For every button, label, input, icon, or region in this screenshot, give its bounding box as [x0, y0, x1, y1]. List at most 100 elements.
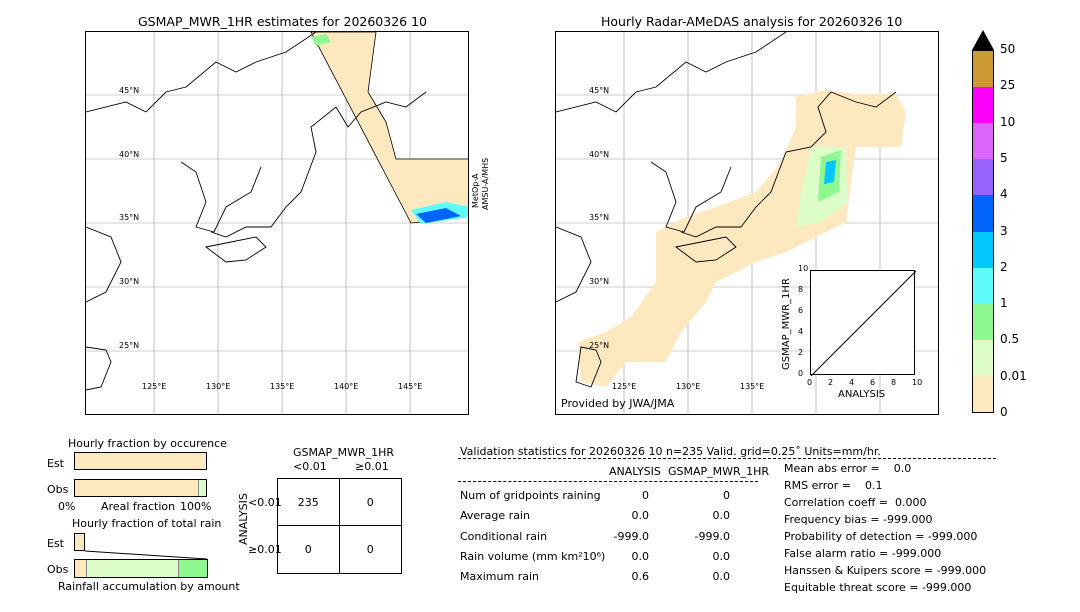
- cell: 0: [278, 526, 340, 573]
- stats-col-header: ANALYSIS: [609, 465, 661, 478]
- obs-rain-segment-2: [178, 560, 207, 577]
- colorbar-label: 4: [1000, 187, 1008, 202]
- stat-analysis: 0.0: [631, 549, 650, 563]
- colorbar: [972, 50, 994, 413]
- scatter-plot: [810, 270, 917, 377]
- colorbar-label: 0: [1000, 405, 1008, 419]
- lat-label: 35°N: [589, 213, 610, 222]
- cell: 0: [366, 543, 374, 556]
- occurrence-title: Hourly fraction by occurence: [68, 437, 227, 450]
- score-item: Equitable threat score = -999.000: [784, 581, 972, 594]
- lon-label: 130°E: [206, 382, 231, 391]
- colorbar-segment: [973, 159, 993, 196]
- scatter-y-tick: 6: [798, 306, 804, 315]
- scatter-x-tick: 6: [870, 378, 876, 387]
- obs-rain-bar: [74, 559, 208, 578]
- stat-label: Num of gridpoints raining: [460, 489, 601, 502]
- lat-label: 30°N: [119, 277, 140, 286]
- stat-analysis: 0: [642, 489, 649, 502]
- lat-label: 25°N: [119, 341, 140, 350]
- colorbar-segment: [973, 267, 993, 304]
- scatter-xlabel: ANALYSIS: [838, 389, 886, 400]
- stat-label: Average rain: [460, 509, 530, 523]
- score-item: Correlation coeff = 0.000: [784, 496, 927, 509]
- stat-gsmap: -999.0: [694, 529, 730, 543]
- left-map: [85, 31, 469, 415]
- stats-header: Validation statistics for 20260326 10 n=…: [460, 445, 881, 458]
- obs-segment-1: [199, 480, 206, 496]
- obs-rain-segment-0: [75, 560, 87, 577]
- scatter-y-tick: 10: [798, 264, 809, 273]
- score-item: Hanssen & Kuipers score = -999.000: [784, 564, 987, 577]
- cell-hit: 235: [278, 479, 340, 526]
- stat-label: Maximum rain: [460, 570, 539, 584]
- right-map-title: Hourly Radar-AMeDAS analysis for 2026032…: [601, 14, 903, 29]
- lat-label: 25°N: [589, 341, 610, 350]
- score-item: Probability of detection = -999.000: [784, 530, 978, 543]
- colorbar-label: 5: [1000, 150, 1008, 165]
- contingency-table: 235 0 0 0: [277, 478, 402, 574]
- gridlines: [86, 32, 468, 414]
- left-map-canvas: [86, 32, 468, 414]
- colorbar-label: 0.5: [1000, 332, 1020, 347]
- scatter-y-tick: 2: [798, 348, 804, 357]
- scatter-x-tick: 4: [849, 378, 855, 387]
- rain-top: [311, 34, 331, 46]
- colorbar-segment: [973, 339, 993, 376]
- occurrence-xlabel: Areal fraction: [101, 500, 176, 513]
- stat-analysis: 0.6: [631, 570, 650, 584]
- obs-segment-0: [75, 480, 200, 496]
- stat-label: Rain volume (mm km²10⁶): [460, 549, 606, 563]
- colorbar-label: 25: [1000, 78, 1016, 93]
- scatter-x-tick: 10: [912, 378, 923, 387]
- col-header: <0.01: [293, 460, 327, 473]
- scatter-x-tick: 0: [807, 378, 813, 387]
- colorbar-label: 50: [1000, 42, 1016, 56]
- colorbar-segment: [973, 87, 993, 124]
- est-label: Est: [47, 457, 64, 470]
- total-rain-title: Hourly fraction of total rain: [72, 517, 222, 530]
- obs-label: Obs: [47, 483, 69, 496]
- obs-label: Obs: [47, 563, 69, 576]
- scatter-canvas: [810, 270, 917, 377]
- sensor-label: AMSU-A/MHS: [481, 157, 490, 210]
- colorbar-label: 0.01: [1000, 368, 1027, 383]
- lat-label: 45°N: [119, 86, 140, 95]
- scatter-y-tick: 8: [798, 285, 804, 294]
- divider: [458, 481, 758, 482]
- est-rain-bar: [74, 533, 85, 551]
- coastlines: [556, 32, 897, 388]
- coastlines: [86, 32, 427, 391]
- scatter-y-tick: 0: [798, 369, 804, 378]
- row-header: <0.01: [248, 496, 282, 509]
- reference-line: [810, 270, 917, 377]
- stat-analysis: 0.0: [631, 509, 650, 523]
- score-item: Frequency bias = -999.000: [784, 513, 933, 526]
- sensor-label: MetOp-A: [471, 173, 480, 208]
- lon-label: 125°E: [612, 382, 637, 391]
- data-credit: Provided by JWA/JMA: [561, 397, 675, 410]
- stat-gsmap: 0.0: [712, 549, 731, 563]
- lon-label: 135°E: [270, 382, 295, 391]
- stats-col-header: GSMAP_MWR_1HR: [668, 465, 770, 478]
- scatter-y-tick: 4: [798, 327, 804, 336]
- x-tick-0: 0%: [58, 500, 76, 513]
- stat-analysis: -999.0: [613, 529, 649, 543]
- stat-gsmap: 0: [723, 489, 730, 502]
- rain-heavy: [416, 208, 461, 223]
- col-header: ≥0.01: [355, 460, 389, 473]
- colorbar-segment: [973, 231, 993, 268]
- divider: [458, 458, 996, 459]
- colorbar-segment: [973, 375, 993, 412]
- stat-gsmap: 0.0: [712, 570, 731, 584]
- lon-label: 125°E: [142, 382, 167, 391]
- stat-label: Conditional rain: [460, 529, 548, 543]
- colorbar-segment: [973, 51, 993, 88]
- colorbar-label: 1: [1000, 296, 1008, 311]
- est-occurrence-bar: [74, 452, 207, 470]
- swath-area: [310, 32, 468, 224]
- contingency-title: GSMAP_MWR_1HR: [293, 446, 395, 459]
- lon-label: 140°E: [334, 382, 359, 391]
- lon-label: 145°E: [398, 382, 423, 391]
